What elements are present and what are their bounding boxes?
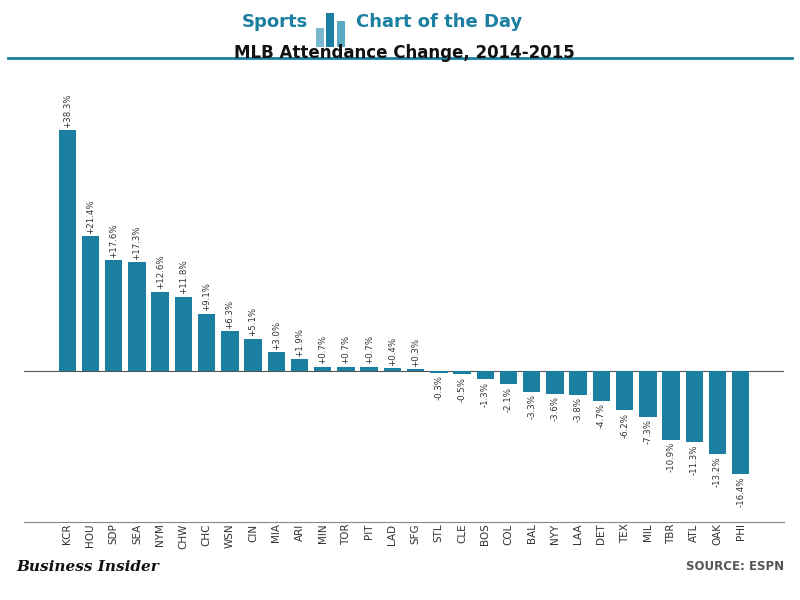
Bar	[221, 331, 238, 371]
Text: +0.3%: +0.3%	[411, 337, 420, 367]
Text: +1.9%: +1.9%	[295, 328, 304, 356]
Text: -13.2%: -13.2%	[713, 457, 722, 487]
Bar	[732, 371, 750, 474]
Bar	[128, 262, 146, 371]
Bar	[244, 339, 262, 371]
Bar	[314, 367, 331, 371]
Text: -6.2%: -6.2%	[620, 413, 629, 437]
Text: +21.4%: +21.4%	[86, 199, 95, 234]
Text: -0.3%: -0.3%	[434, 376, 443, 400]
Bar	[267, 352, 285, 371]
Text: -10.9%: -10.9%	[666, 442, 675, 472]
Bar	[593, 371, 610, 401]
Bar	[326, 13, 334, 47]
Text: -16.4%: -16.4%	[736, 476, 746, 507]
Bar	[709, 371, 726, 454]
Text: -3.8%: -3.8%	[574, 397, 582, 422]
Bar	[151, 292, 169, 371]
Bar	[174, 297, 192, 371]
Text: -3.6%: -3.6%	[550, 396, 559, 421]
Bar	[290, 359, 308, 371]
Text: -3.3%: -3.3%	[527, 394, 536, 419]
Text: +17.6%: +17.6%	[110, 223, 118, 258]
Bar	[198, 314, 215, 371]
Bar	[430, 371, 447, 373]
Text: +6.3%: +6.3%	[226, 300, 234, 329]
Text: +9.1%: +9.1%	[202, 282, 211, 311]
Bar	[454, 371, 470, 374]
Text: +0.7%: +0.7%	[342, 335, 350, 364]
Bar	[361, 367, 378, 371]
Text: SOURCE: ESPN: SOURCE: ESPN	[686, 560, 784, 574]
Text: +0.7%: +0.7%	[365, 335, 374, 364]
Bar	[338, 367, 354, 371]
Text: +11.8%: +11.8%	[179, 260, 188, 294]
Text: +0.7%: +0.7%	[318, 335, 327, 364]
Text: -0.5%: -0.5%	[458, 377, 466, 401]
Bar	[477, 371, 494, 379]
Title: MLB Attendance Change, 2014-2015: MLB Attendance Change, 2014-2015	[234, 44, 574, 62]
Bar	[639, 371, 657, 417]
Bar	[500, 371, 518, 384]
Text: -1.3%: -1.3%	[481, 382, 490, 407]
Text: Sports: Sports	[242, 13, 308, 31]
Text: -4.7%: -4.7%	[597, 403, 606, 428]
Text: +0.4%: +0.4%	[388, 337, 397, 366]
Text: -11.3%: -11.3%	[690, 445, 698, 475]
Text: +12.6%: +12.6%	[156, 254, 165, 289]
Bar	[316, 28, 324, 47]
Bar	[407, 369, 424, 371]
Text: Business Insider: Business Insider	[16, 560, 158, 574]
Bar	[523, 371, 541, 392]
Bar	[616, 371, 634, 410]
Bar	[82, 236, 99, 371]
Bar	[686, 371, 703, 442]
Bar	[337, 21, 345, 47]
Text: Chart of the Day: Chart of the Day	[356, 13, 522, 31]
Text: +38.3%: +38.3%	[62, 93, 72, 128]
Bar	[58, 130, 76, 371]
Text: +3.0%: +3.0%	[272, 320, 281, 350]
Text: +17.3%: +17.3%	[133, 225, 142, 260]
Bar	[662, 371, 680, 440]
Bar	[105, 260, 122, 371]
Text: -7.3%: -7.3%	[643, 419, 652, 445]
Bar	[384, 368, 401, 371]
Bar	[570, 371, 587, 395]
Text: -2.1%: -2.1%	[504, 387, 513, 412]
Text: +5.1%: +5.1%	[249, 307, 258, 337]
Bar	[546, 371, 564, 394]
